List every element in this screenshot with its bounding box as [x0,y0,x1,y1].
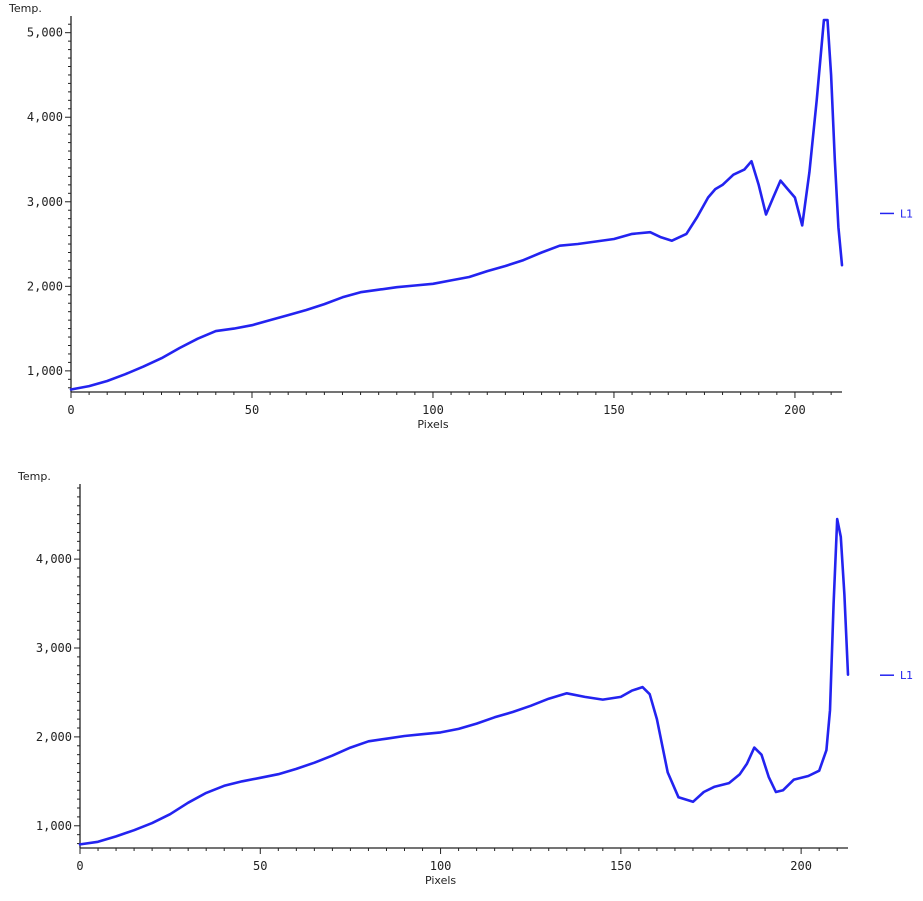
x-tick-label: 50 [253,859,267,873]
x-axis-title: Pixels [417,418,448,431]
legend-label: L1 [900,669,913,682]
y-tick-label: 3,000 [36,641,72,655]
y-tick-label: 4,000 [36,552,72,566]
chart-svg: 0 50 100 150 200 1,000 2,000 3,000 4,000 5,000 Tem… [8,2,913,431]
legend-label: L1 [900,207,913,220]
y-tick-label: 2,000 [36,730,72,744]
chart-svg: 0 50 100 150 200 1,000 2,000 3,000 4,000 Temp. Pix… [17,470,913,887]
x-tick-label: 200 [784,403,806,417]
x-tick-label: 0 [76,859,83,873]
x-tick-label: 200 [790,859,812,873]
x-tick-label: 0 [67,403,74,417]
x-tick-label: 50 [245,403,259,417]
y-tick-label: 1,000 [27,364,63,378]
legend: L1 [880,207,913,220]
y-axis-title: Temp. [8,2,42,15]
legend: L1 [880,669,913,682]
y-tick-label: 2,000 [27,279,63,293]
x-tick-label: 100 [430,859,452,873]
y-axis-title: Temp. [17,470,51,483]
x-tick-label: 150 [603,403,625,417]
series-line-l1 [69,18,844,391]
y-tick-label: 4,000 [27,110,63,124]
x-axis-title: Pixels [425,874,456,887]
y-tick-label: 5,000 [27,26,63,40]
y-tick-label: 1,000 [36,819,72,833]
temperature-chart-bottom: 0 50 100 150 200 1,000 2,000 3,000 4,000 Temp. Pix… [0,460,923,901]
x-tick-label: 150 [610,859,632,873]
x-tick-label: 100 [422,403,444,417]
temperature-chart-top: 0 50 100 150 200 1,000 2,000 3,000 4,000 5,000 Tem… [0,0,923,450]
series-line-l1 [78,517,850,846]
y-tick-label: 3,000 [27,195,63,209]
